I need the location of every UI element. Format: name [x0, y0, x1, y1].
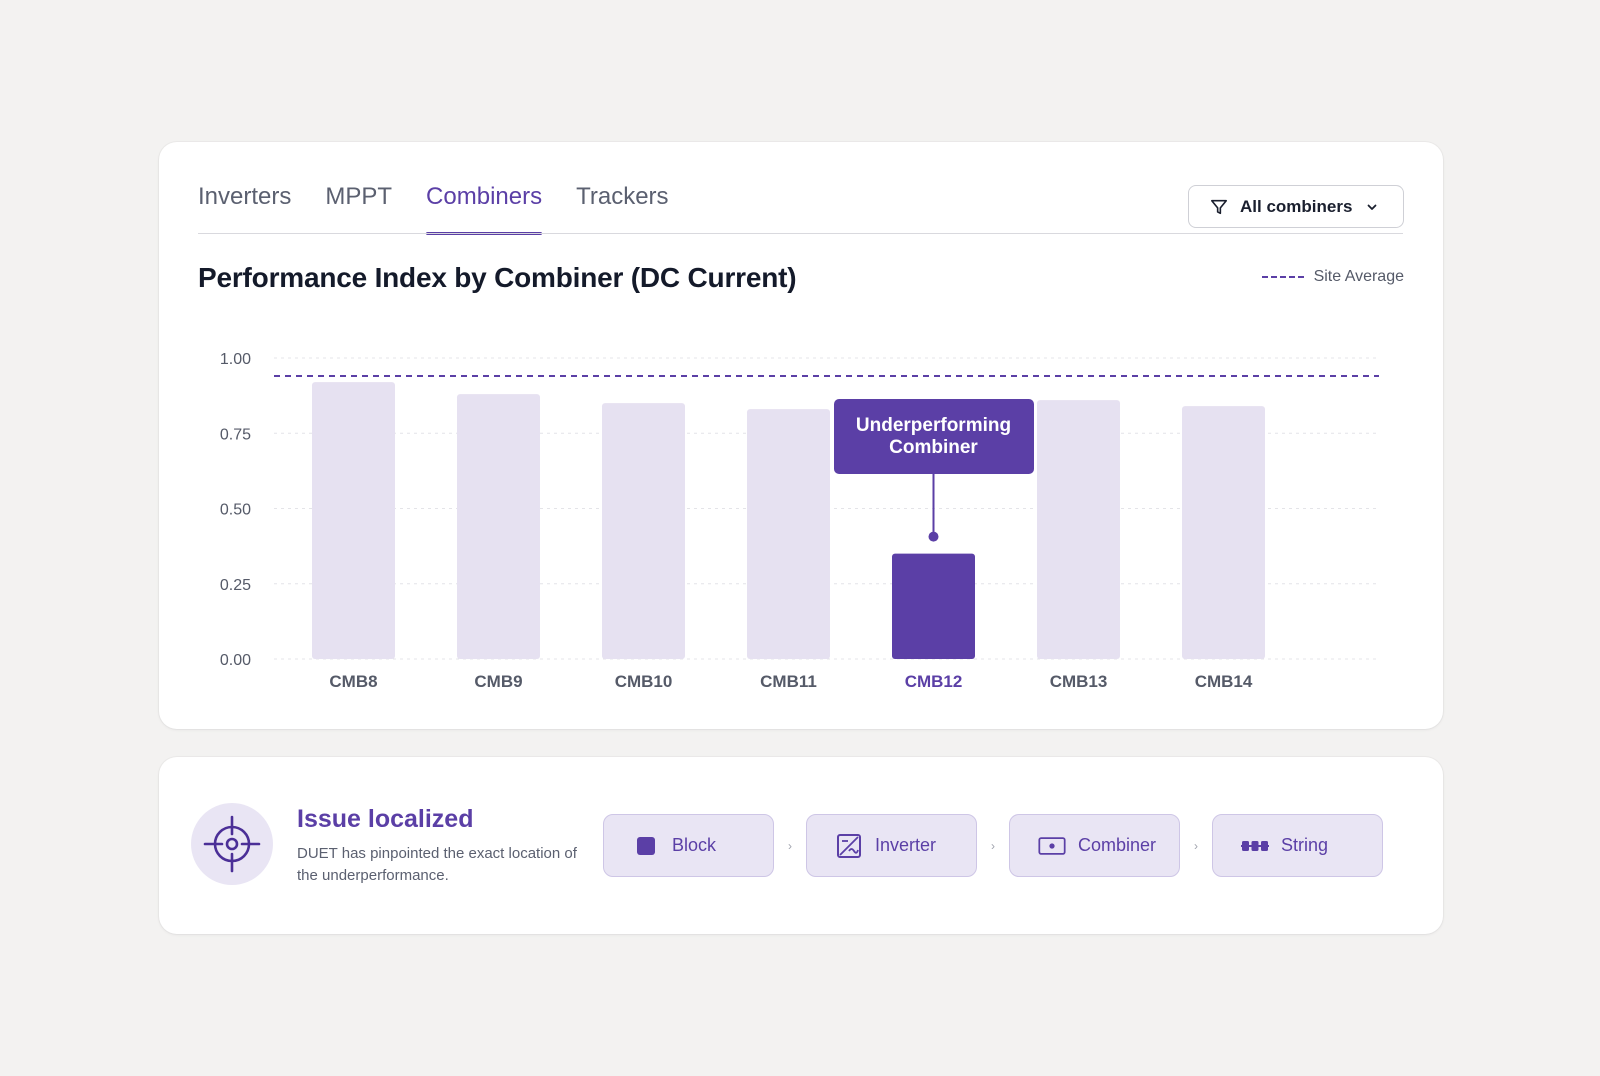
chart-title: Performance Index by Combiner (DC Curren…	[198, 262, 797, 293]
tab-inverters[interactable]: Inverters	[198, 183, 292, 210]
chart-legend: Site Average	[1261, 268, 1404, 286]
crumb-combiner[interactable]: Combiner	[1009, 814, 1180, 877]
x-tick-label: CMB9	[474, 672, 522, 691]
x-tick-label: CMB8	[329, 672, 377, 691]
tab-mppt[interactable]: MPPT	[325, 183, 393, 210]
issue-icon-badge	[191, 803, 273, 885]
bar-cmb9[interactable]	[457, 394, 540, 659]
x-tick-label: CMB12	[905, 672, 963, 691]
chevron-right-icon: ›	[991, 838, 995, 853]
callout-line-1: Underperforming	[855, 414, 1012, 436]
chevron-down-icon	[1368, 204, 1377, 210]
bar-chart: 0.00 0.25 0.50 0.75 1.00 CMB8 CMB9 CMB10 CMB11 CM…	[220, 351, 1379, 691]
crumb-string[interactable]: String	[1212, 814, 1383, 877]
combiner-icon	[1038, 834, 1066, 858]
tab-divider	[198, 233, 1403, 234]
inverter-icon	[835, 833, 863, 858]
location-breadcrumb: Block › Inverter › Combiner	[603, 814, 1383, 877]
chevron-right-icon: ›	[788, 838, 792, 853]
filter-dropdown-button[interactable]: All combiners	[1188, 185, 1404, 228]
issue-title: Issue localized	[297, 805, 474, 833]
legend-dash-swatch	[1261, 276, 1304, 278]
underperforming-callout: Underperforming Combiner	[833, 399, 1034, 474]
x-tick-label: CMB11	[760, 672, 817, 691]
chart-card: Inverters MPPT Combiners Trackers All co…	[159, 142, 1443, 729]
y-tick-label: 0.00	[220, 652, 251, 669]
string-icon	[1241, 834, 1269, 858]
callout-anchor-dot	[928, 531, 939, 542]
crumb-string-label: String	[1281, 835, 1329, 855]
bar-cmb13[interactable]	[1037, 400, 1120, 659]
bar-cmb8[interactable]	[312, 382, 395, 659]
crumb-block-label: Block	[672, 835, 717, 855]
chevron-right-icon: ›	[1194, 838, 1198, 853]
bar-cmb12[interactable]	[892, 553, 975, 659]
y-tick-label: 0.50	[220, 502, 251, 519]
y-tick-label: 1.00	[220, 351, 251, 368]
tab-trackers[interactable]: Trackers	[576, 183, 669, 210]
crumb-combiner-label: Combiner	[1078, 835, 1157, 855]
x-tick-label: CMB10	[615, 672, 673, 691]
y-tick-label: 0.25	[220, 577, 251, 594]
square-icon	[632, 834, 660, 858]
crumb-inverter-label: Inverter	[875, 835, 937, 855]
bar-cmb10[interactable]	[602, 403, 685, 659]
issue-description: DUET has pinpointed the exact location o…	[297, 845, 577, 884]
issue-card: Issue localized DUET has pinpointed the …	[159, 757, 1443, 934]
x-tick-label: CMB13	[1050, 672, 1108, 691]
legend-label: Site Average	[1313, 268, 1404, 285]
crumb-inverter[interactable]: Inverter	[806, 814, 977, 877]
y-tick-label: 0.75	[220, 426, 251, 443]
x-tick-label: CMB14	[1195, 672, 1253, 691]
bar-cmb14[interactable]	[1182, 406, 1265, 659]
filter-label: All combiners	[1240, 196, 1353, 216]
callout-line-2: Combiner	[889, 436, 978, 458]
bar-cmb11[interactable]	[747, 409, 830, 659]
crumb-block[interactable]: Block	[603, 814, 774, 877]
crosshair-icon	[203, 815, 261, 873]
filter-icon	[1210, 199, 1228, 214]
